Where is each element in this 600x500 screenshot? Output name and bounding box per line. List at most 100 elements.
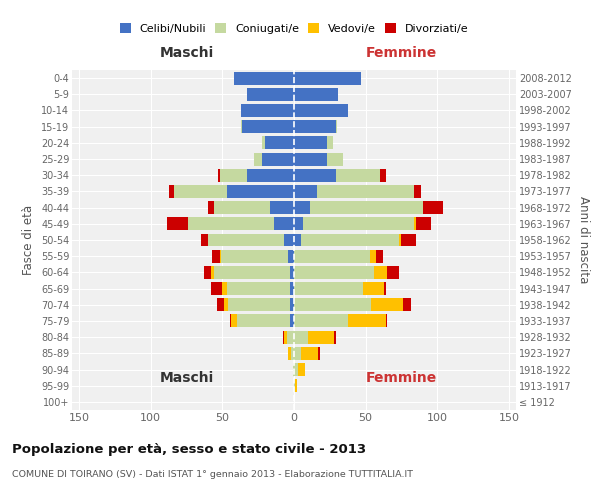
Bar (173, 185, 227, 198)
Bar (247, 169, 294, 181)
Legend: Celibi/Nubili, Coniugati/e, Vedovi/e, Divorziati/e: Celibi/Nubili, Coniugati/e, Vedovi/e, Di… (116, 20, 472, 37)
Bar (415, 218, 416, 230)
Bar (283, 330, 284, 344)
Bar (294, 218, 302, 230)
Bar (416, 218, 431, 230)
Bar (317, 185, 415, 198)
Y-axis label: Anni di nascita: Anni di nascita (577, 196, 590, 284)
Bar (290, 314, 294, 328)
Bar (237, 314, 290, 328)
Bar (334, 330, 335, 344)
Bar (310, 201, 423, 214)
Bar (370, 250, 376, 262)
Bar (294, 266, 374, 279)
Bar (188, 218, 274, 230)
Bar (262, 152, 294, 166)
Bar (291, 347, 294, 360)
Bar (327, 152, 343, 166)
Bar (401, 234, 416, 246)
Bar (214, 266, 290, 279)
Bar (254, 152, 262, 166)
Bar (228, 298, 290, 311)
Bar (212, 250, 220, 262)
Bar (223, 282, 227, 295)
Bar (415, 185, 421, 198)
Bar (294, 330, 308, 344)
Bar (230, 314, 231, 328)
Bar (204, 266, 211, 279)
Bar (265, 136, 294, 149)
Bar (208, 234, 284, 246)
Bar (220, 250, 221, 262)
Bar (231, 314, 237, 328)
Bar (294, 234, 301, 246)
Bar (294, 72, 361, 85)
Bar (217, 298, 224, 311)
Bar (224, 298, 228, 311)
Bar (308, 330, 334, 344)
Bar (290, 282, 294, 295)
Bar (227, 185, 294, 198)
Bar (294, 250, 370, 262)
Bar (294, 120, 335, 133)
Bar (319, 347, 320, 360)
Text: Femmine: Femmine (366, 46, 437, 60)
Bar (284, 234, 294, 246)
Bar (169, 185, 173, 198)
Bar (403, 298, 412, 311)
Bar (380, 169, 386, 181)
Bar (288, 347, 291, 360)
Bar (294, 201, 310, 214)
Bar (208, 201, 214, 214)
Text: Popolazione per età, sesso e stato civile - 2013: Popolazione per età, sesso e stato civil… (12, 442, 366, 456)
Bar (302, 218, 415, 230)
Bar (294, 88, 338, 101)
Bar (386, 314, 387, 328)
Text: Femmine: Femmine (366, 371, 437, 385)
Bar (211, 282, 223, 295)
Bar (288, 250, 294, 262)
Bar (247, 88, 294, 101)
Bar (221, 250, 288, 262)
Bar (167, 218, 188, 230)
Bar (294, 169, 335, 181)
Bar (363, 282, 384, 295)
Bar (294, 379, 295, 392)
Bar (298, 363, 305, 376)
Bar (290, 298, 294, 311)
Bar (387, 266, 398, 279)
Bar (335, 169, 380, 181)
Bar (335, 120, 337, 133)
Bar (293, 363, 294, 376)
Bar (287, 330, 294, 344)
Bar (241, 120, 242, 133)
Bar (241, 104, 294, 117)
Bar (234, 72, 294, 85)
Y-axis label: Fasce di età: Fasce di età (22, 205, 35, 275)
Bar (349, 314, 386, 328)
Bar (295, 379, 297, 392)
Bar (269, 201, 294, 214)
Bar (218, 169, 220, 181)
Bar (242, 120, 294, 133)
Text: COMUNE DI TOIRANO (SV) - Dati ISTAT 1° gennaio 2013 - Elaborazione TUTTITALIA.IT: COMUNE DI TOIRANO (SV) - Dati ISTAT 1° g… (12, 470, 413, 479)
Bar (398, 234, 401, 246)
Bar (201, 234, 208, 246)
Bar (294, 314, 349, 328)
Bar (327, 136, 332, 149)
Text: Maschi: Maschi (160, 46, 214, 60)
Bar (294, 363, 298, 376)
Bar (376, 250, 383, 262)
Bar (294, 104, 349, 117)
Bar (294, 298, 371, 311)
Text: Maschi: Maschi (160, 371, 214, 385)
Bar (384, 282, 386, 295)
Bar (294, 136, 327, 149)
Bar (262, 136, 265, 149)
Bar (227, 282, 290, 295)
Bar (294, 185, 317, 198)
Bar (274, 218, 294, 230)
Bar (374, 266, 387, 279)
Bar (220, 169, 247, 181)
Bar (371, 298, 403, 311)
